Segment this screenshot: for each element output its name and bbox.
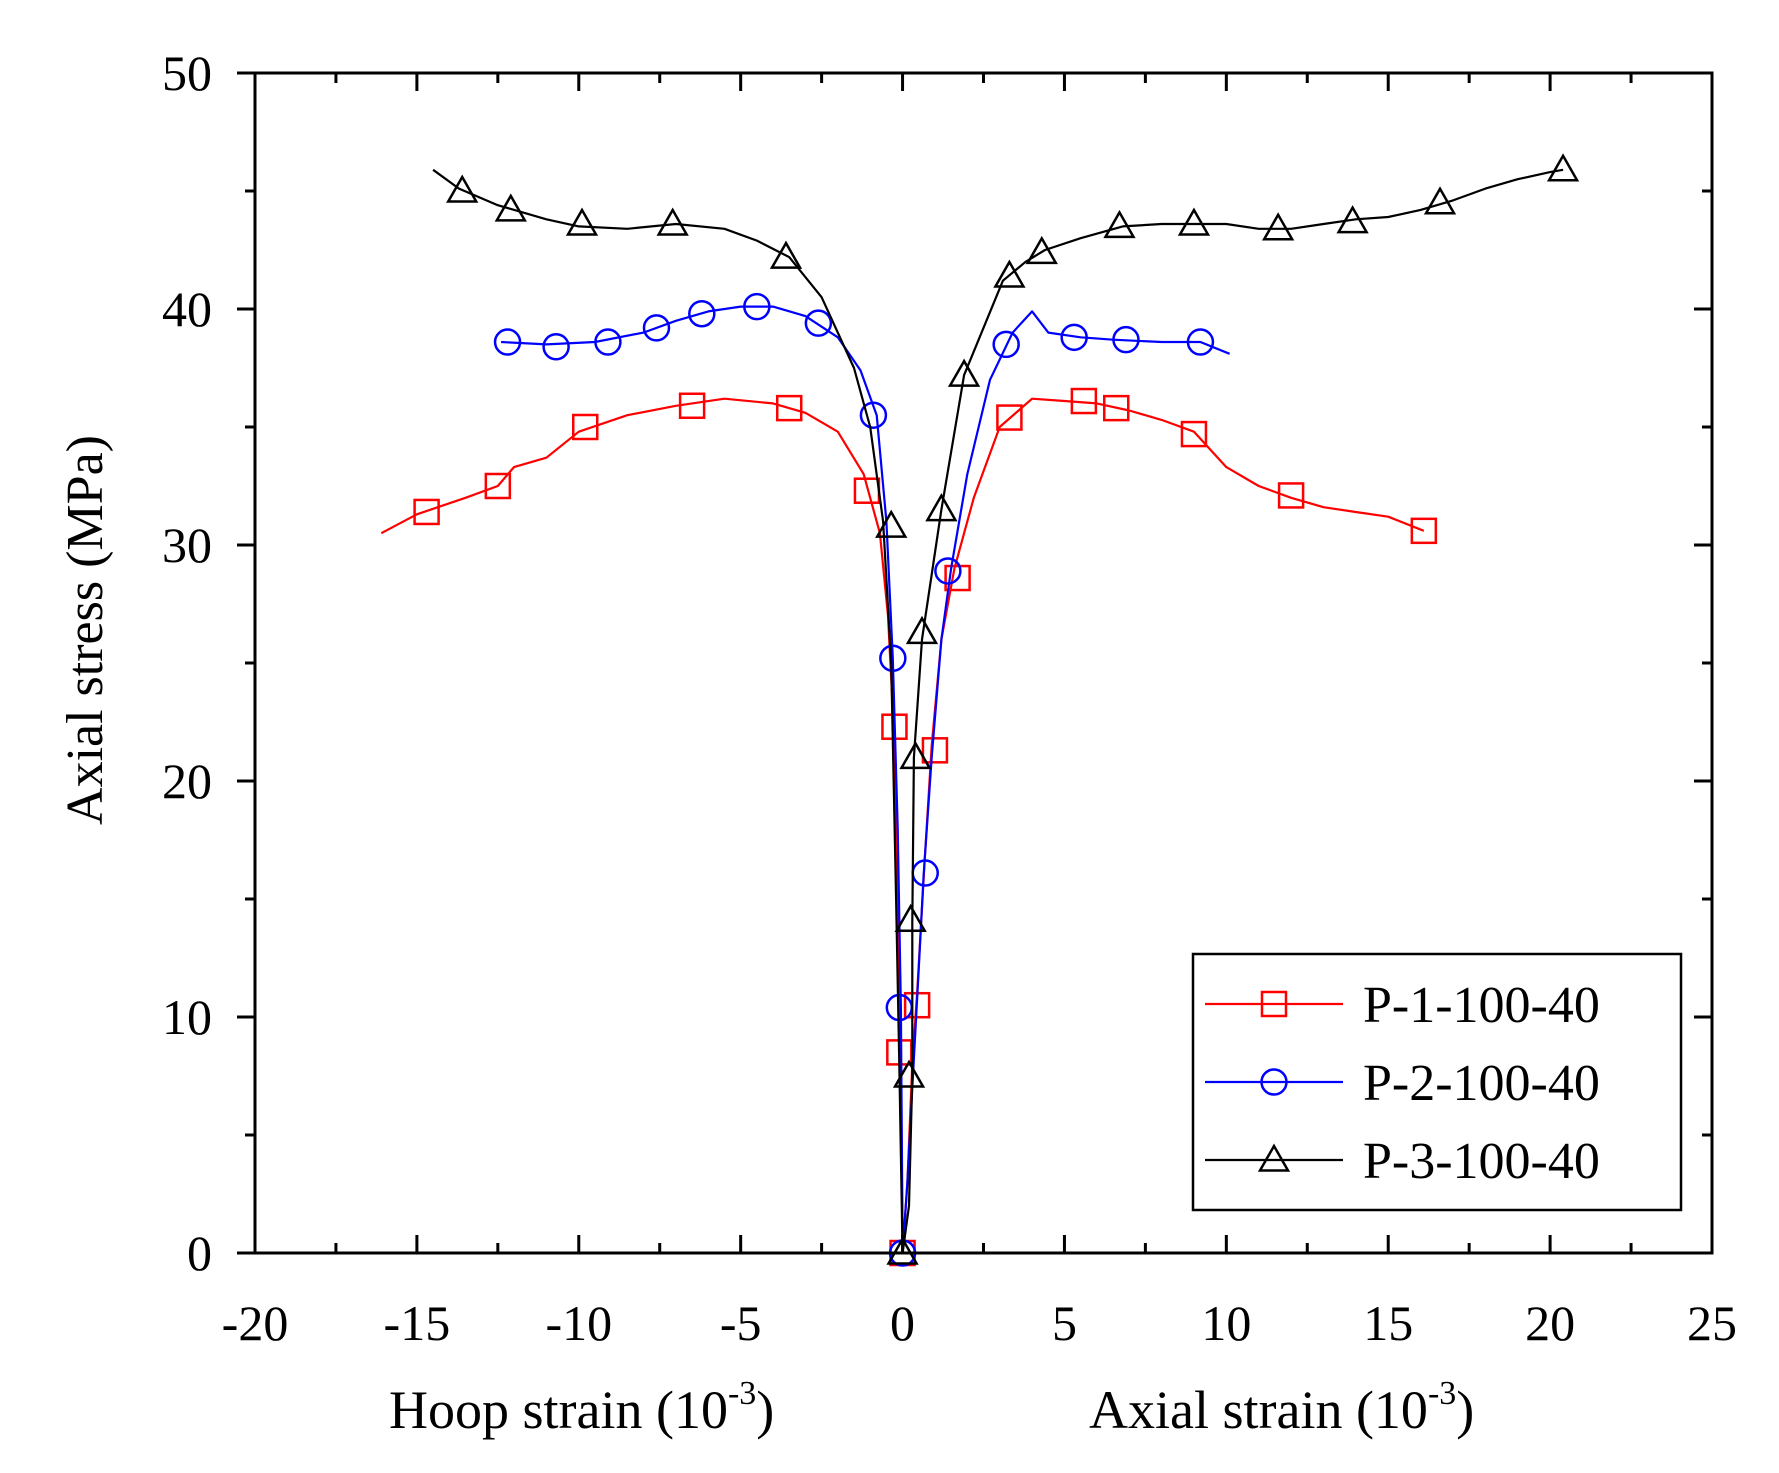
data-point-P-2-100-40-4 (688, 299, 716, 328)
data-point-P-1-100-40-3 (678, 392, 706, 420)
data-point-P-3-100-40-2 (565, 207, 599, 236)
data-point-P-2-100-40-6 (804, 309, 833, 337)
data-point-P-1-100-40-4 (775, 394, 803, 422)
x-tick-label: 5 (1052, 1295, 1077, 1351)
data-point-P-2-100-40-14 (1060, 323, 1088, 352)
data-point-P-3-100-40-13 (993, 259, 1026, 288)
series-P-3-100-40 (432, 153, 1580, 1265)
legend-label-P-1-100-40: P-1-100-40 (1363, 977, 1600, 1034)
data-point-P-3-100-40-18 (1336, 205, 1369, 234)
data-point-P-1-100-40-12 (996, 404, 1023, 431)
data-point-P-3-100-40-6 (886, 1236, 919, 1265)
data-point-P-1-100-40-16 (1277, 482, 1305, 509)
legend-label-P-2-100-40: P-2-100-40 (1363, 1055, 1600, 1112)
legend-label-P-3-100-40: P-3-100-40 (1363, 1133, 1600, 1190)
data-point-P-1-100-40-13 (1070, 387, 1098, 415)
ticks-layer: -20 -15 -10 -5 0 5 10 15 20 25 0 10 20 30 40 50 (162, 45, 1737, 1351)
y-tick-label: 0 (187, 1225, 212, 1281)
data-point-P-3-100-40-3 (656, 207, 689, 236)
y-tick-label: 20 (162, 753, 212, 809)
legend-marker-P-2-100-40 (1260, 1068, 1288, 1096)
x-tick-label: 25 (1687, 1295, 1737, 1351)
data-point-P-1-100-40-0 (413, 498, 440, 526)
data-point-P-2-100-40-7 (859, 401, 888, 429)
y-tick-label: 10 (162, 989, 212, 1045)
data-point-P-3-100-40-5 (875, 509, 908, 538)
x-tick-label: 15 (1363, 1295, 1413, 1351)
data-point-P-2-100-40-15 (1112, 325, 1140, 354)
data-point-P-3-100-40-0 (446, 174, 479, 203)
data-point-P-2-100-40-2 (594, 328, 622, 356)
data-point-P-1-100-40-11 (944, 564, 971, 592)
x-axis-label-axial: Axial strain (10-3) (1089, 1375, 1474, 1440)
data-point-P-3-100-40-17 (1261, 212, 1295, 241)
data-point-P-2-100-40-0 (493, 328, 522, 356)
x-tick-label: 0 (890, 1295, 915, 1351)
hoop-label-close: ) (756, 1380, 774, 1440)
x-tick-label: 20 (1525, 1295, 1575, 1351)
data-point-P-3-100-40-7 (892, 1059, 926, 1088)
data-point-P-3-100-40-14 (1025, 235, 1058, 265)
data-point-P-2-100-40-5 (743, 292, 771, 321)
data-point-P-3-100-40-20 (1546, 153, 1580, 182)
data-point-P-2-100-40-13 (992, 330, 1020, 359)
axial-label-exponent: -3 (1428, 1375, 1456, 1412)
data-point-P-3-100-40-19 (1423, 186, 1457, 215)
series-line-P-2-100-40 (501, 305, 1231, 1255)
data-point-P-2-100-40-12 (934, 557, 962, 585)
data-point-P-1-100-40-15 (1180, 420, 1208, 448)
data-point-P-3-100-40-8 (894, 903, 927, 932)
data-point-P-3-100-40-1 (494, 193, 527, 222)
series-line-P-3-100-40 (432, 168, 1564, 1255)
data-point-P-3-100-40-10 (905, 615, 939, 645)
data-point-P-1-100-40-1 (484, 472, 512, 500)
data-point-P-2-100-40-16 (1186, 328, 1215, 356)
hoop-label-base: Hoop strain (10 (389, 1380, 728, 1440)
data-point-P-1-100-40-17 (1410, 517, 1438, 545)
data-point-P-1-100-40-2 (572, 413, 599, 441)
y-axis-label: Axial stress (MPa) (57, 435, 114, 825)
legend: P-1-100-40 P-2-100-40 P-3-100-40 (1191, 952, 1683, 1212)
data-point-P-2-100-40-1 (542, 333, 570, 361)
x-tick-label: -10 (545, 1295, 612, 1351)
data-point-P-3-100-40-9 (899, 740, 932, 770)
data-point-P-2-100-40-3 (642, 314, 671, 342)
x-tick-label: -15 (384, 1295, 451, 1351)
axial-label-close: ) (1456, 1380, 1474, 1440)
data-point-P-3-100-40-4 (769, 240, 803, 269)
legend-marker-P-1-100-40 (1260, 990, 1288, 1018)
data-point-P-3-100-40-11 (925, 493, 958, 522)
data-point-P-3-100-40-16 (1177, 207, 1211, 236)
y-tick-label: 30 (162, 517, 212, 573)
series-P-2-100-40 (493, 292, 1231, 1267)
x-tick-label: -20 (222, 1295, 289, 1351)
legend-marker-P-3-100-40 (1257, 1143, 1291, 1172)
data-point-P-2-100-40-8 (879, 644, 907, 673)
data-point-P-3-100-40-12 (947, 358, 981, 387)
x-tick-label: -5 (720, 1295, 762, 1351)
data-point-P-1-100-40-10 (921, 737, 949, 764)
axial-label-base: Axial strain (10 (1089, 1380, 1428, 1440)
x-tick-label: 10 (1201, 1295, 1251, 1351)
x-axis-label-hoop: Hoop strain (10-3) (389, 1375, 774, 1440)
hoop-label-exponent: -3 (728, 1375, 756, 1412)
y-tick-label: 50 (162, 45, 212, 101)
y-tick-label: 40 (162, 281, 212, 337)
data-point-P-3-100-40-15 (1103, 209, 1136, 239)
data-point-P-1-100-40-14 (1102, 394, 1130, 422)
